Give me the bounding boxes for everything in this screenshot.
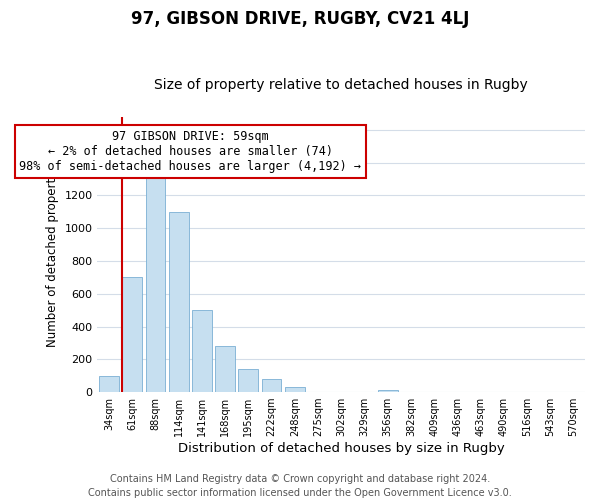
Bar bbox=[146, 174, 166, 392]
Bar bbox=[169, 212, 188, 392]
Bar bbox=[192, 310, 212, 392]
Y-axis label: Number of detached properties: Number of detached properties bbox=[46, 162, 59, 348]
Text: 97, GIBSON DRIVE, RUGBY, CV21 4LJ: 97, GIBSON DRIVE, RUGBY, CV21 4LJ bbox=[131, 10, 469, 28]
Text: Contains HM Land Registry data © Crown copyright and database right 2024.
Contai: Contains HM Land Registry data © Crown c… bbox=[88, 474, 512, 498]
Bar bbox=[99, 376, 119, 392]
Text: 97 GIBSON DRIVE: 59sqm
← 2% of detached houses are smaller (74)
98% of semi-deta: 97 GIBSON DRIVE: 59sqm ← 2% of detached … bbox=[19, 130, 361, 173]
Bar bbox=[378, 390, 398, 392]
Bar bbox=[122, 278, 142, 392]
X-axis label: Distribution of detached houses by size in Rugby: Distribution of detached houses by size … bbox=[178, 442, 505, 455]
Title: Size of property relative to detached houses in Rugby: Size of property relative to detached ho… bbox=[154, 78, 528, 92]
Bar bbox=[262, 379, 281, 392]
Bar bbox=[285, 387, 305, 392]
Bar bbox=[238, 369, 258, 392]
Bar bbox=[215, 346, 235, 392]
